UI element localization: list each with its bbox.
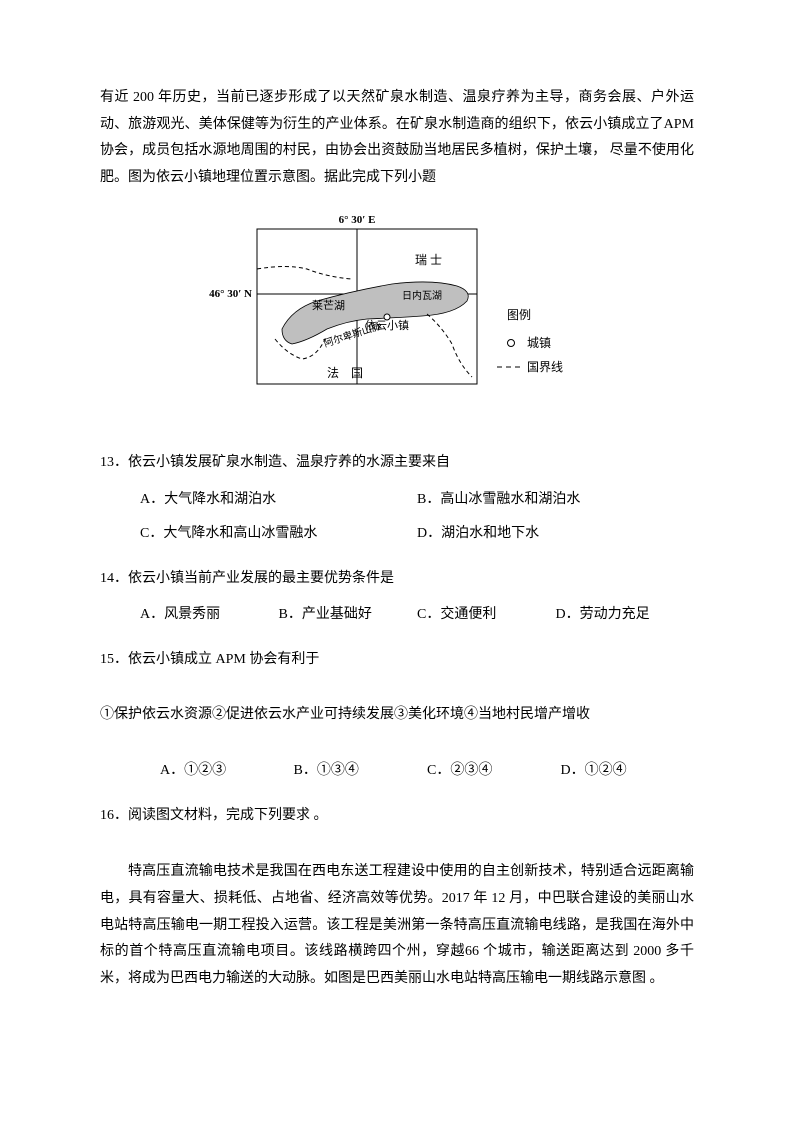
q14-opt-c: C．交通便利 xyxy=(417,602,556,629)
q15-opt-c: C．②③④ xyxy=(427,758,561,785)
q13-opt-c: C．大气降水和高山冰雪融水 xyxy=(140,521,417,548)
q13-opt-b: B．高山冰雪融水和湖泊水 xyxy=(417,487,694,514)
q13-opt-d: D．湖泊水和地下水 xyxy=(417,521,694,548)
lake-laimang: 莱芒湖 xyxy=(312,299,345,312)
q14-opt-d: D．劳动力充足 xyxy=(556,602,695,629)
intro-paragraph: 有近 200 年历史，当前已逐步形成了以天然矿泉水制造、温泉疗养为主导，商务会展… xyxy=(100,85,694,191)
legend-title: 图例 xyxy=(507,308,531,322)
legend-border: 国界线 xyxy=(527,360,563,374)
q15-opt-b: B．①③④ xyxy=(294,758,428,785)
q15-circled: ①保护依云水资源②促进依云水产业可持续发展③美化环境④当地村民增产增收 xyxy=(100,702,694,729)
country-rui: 瑞 士 xyxy=(415,253,442,267)
lat-label: 46° 30′ N xyxy=(209,288,252,300)
q15-opt-a: A．①②③ xyxy=(160,758,294,785)
q14-opt-a: A．风景秀丽 xyxy=(140,602,279,629)
q14-opt-b: B．产业基础好 xyxy=(279,602,418,629)
lake-geneva: 日内瓦湖 xyxy=(402,289,442,302)
country-fa: 法 国 xyxy=(327,366,363,380)
map-figure: 6° 30′ E 46° 30′ N 瑞 士 法 国 莱芒湖 日内瓦湖 依云小镇… xyxy=(100,209,694,420)
q15-stem: 15．依云小镇成立 APM 协会有利于 xyxy=(100,647,694,674)
lon-label: 6° 30′ E xyxy=(339,214,376,226)
q13-stem: 13．依云小镇发展矿泉水制造、温泉疗养的水源主要来自 xyxy=(100,450,694,477)
q14-stem: 14．依云小镇当前产业发展的最主要优势条件是 xyxy=(100,566,694,593)
q15-opt-d: D．①②④ xyxy=(561,758,695,785)
q16-body: 特高压直流输电技术是我国在西电东送工程建设中使用的自主创新技术，特别适合远距离输… xyxy=(100,859,694,992)
legend-town: 城镇 xyxy=(527,336,551,350)
q16-stem: 16．阅读图文材料，完成下列要求 。 xyxy=(100,803,694,830)
q13-opt-a: A．大气降水和湖泊水 xyxy=(140,487,417,514)
